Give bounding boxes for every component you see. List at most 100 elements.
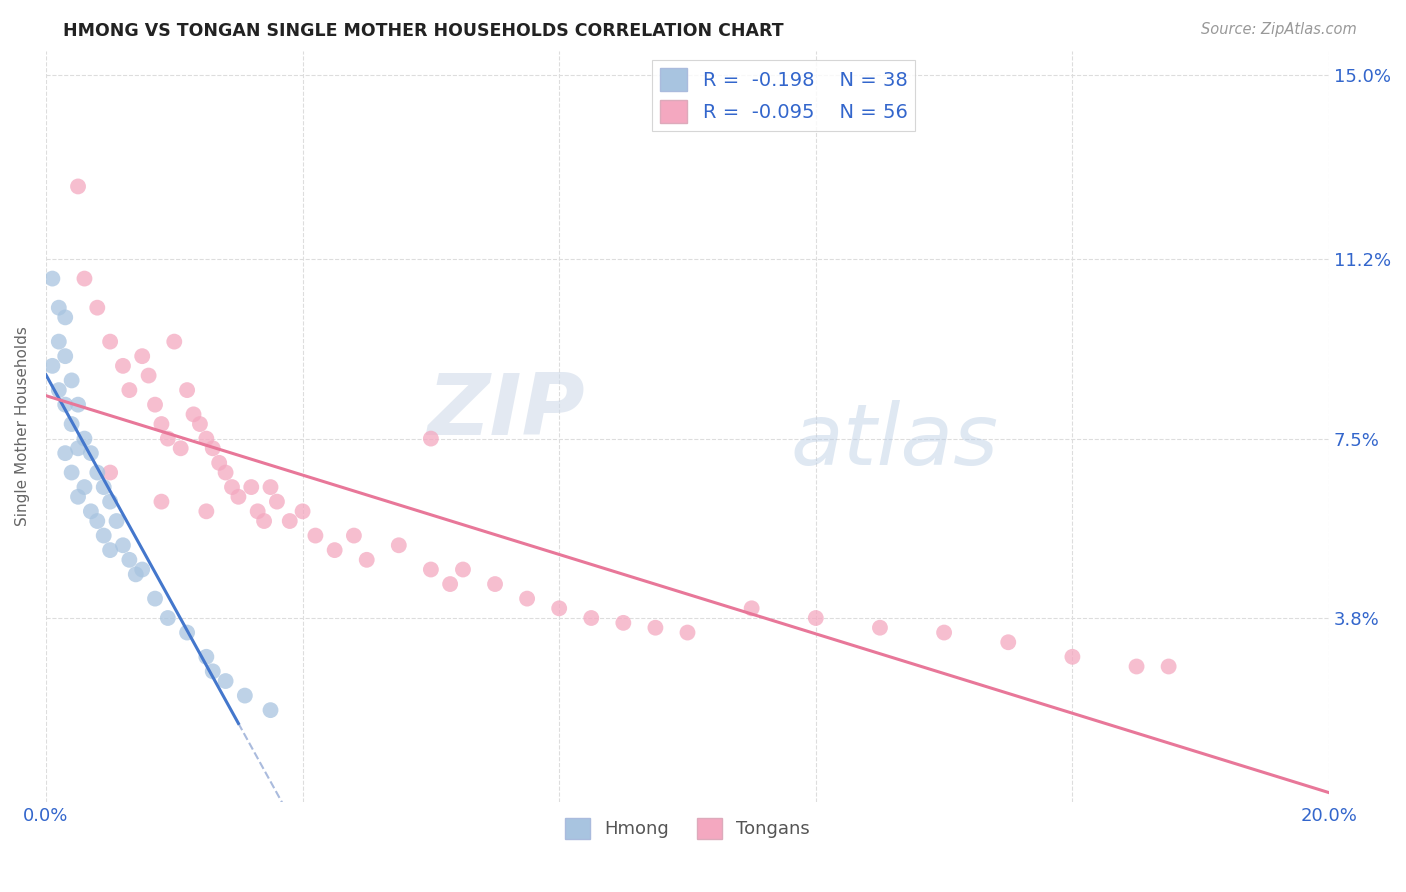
Point (80, 446, 103, 460)
Point (67, 442, 90, 456)
Point (98, 543, 121, 558)
Point (150, 494, 173, 508)
Point (214, 674, 236, 689)
Point (804, 611, 827, 625)
Point (388, 538, 411, 552)
Point (176, 625, 198, 640)
Point (869, 621, 891, 635)
Point (323, 543, 346, 558)
Point (53, 446, 76, 460)
Point (516, 591, 538, 606)
Point (156, 432, 179, 446)
Text: ZIP: ZIP (427, 370, 585, 453)
Point (111, 538, 134, 552)
Point (60, 417, 83, 431)
Point (188, 417, 211, 431)
Point (60, 466, 83, 480)
Point (73, 480, 96, 494)
Point (1157, 659, 1180, 673)
Point (644, 621, 666, 635)
Point (98, 334, 121, 349)
Point (278, 514, 301, 528)
Point (195, 649, 218, 664)
Point (291, 504, 314, 518)
Point (932, 625, 955, 640)
Legend: Hmong, Tongans: Hmong, Tongans (558, 811, 817, 846)
Point (183, 408, 205, 422)
Point (201, 665, 224, 679)
Point (343, 528, 366, 542)
Point (304, 528, 326, 542)
Point (98, 466, 121, 480)
Point (214, 466, 236, 480)
Point (233, 689, 256, 703)
Point (73, 271, 96, 285)
Point (105, 514, 128, 528)
Point (228, 490, 250, 504)
Point (111, 359, 134, 373)
Point (1125, 659, 1147, 673)
Point (612, 615, 634, 630)
Text: HMONG VS TONGAN SINGLE MOTHER HOUSEHOLDS CORRELATION CHART: HMONG VS TONGAN SINGLE MOTHER HOUSEHOLDS… (63, 22, 785, 40)
Point (201, 442, 224, 456)
Point (143, 591, 166, 606)
Point (548, 601, 571, 615)
Point (419, 562, 441, 576)
Point (67, 490, 90, 504)
Point (356, 553, 378, 567)
Point (266, 494, 288, 508)
Text: Source: ZipAtlas.com: Source: ZipAtlas.com (1201, 22, 1357, 37)
Point (195, 504, 218, 518)
Point (131, 349, 153, 363)
Point (125, 567, 148, 582)
Point (41, 271, 63, 285)
Point (581, 611, 603, 625)
Point (1062, 649, 1084, 664)
Point (138, 368, 160, 383)
Point (150, 417, 173, 431)
Point (118, 553, 141, 567)
Point (676, 625, 699, 640)
Point (143, 398, 166, 412)
Point (67, 179, 90, 194)
Point (86, 301, 108, 315)
Point (221, 480, 243, 494)
Point (163, 334, 186, 349)
Point (48, 383, 70, 397)
Point (419, 432, 441, 446)
Point (86, 466, 108, 480)
Point (176, 383, 198, 397)
Point (484, 577, 506, 591)
Point (741, 601, 763, 615)
Point (208, 456, 231, 470)
Point (60, 373, 83, 387)
Point (53, 310, 76, 325)
Point (451, 562, 474, 576)
Point (48, 334, 70, 349)
Point (93, 480, 115, 494)
Point (156, 611, 179, 625)
Point (259, 480, 281, 494)
Y-axis label: Single Mother Households: Single Mother Households (15, 326, 30, 526)
Text: atlas: atlas (790, 400, 998, 483)
Point (48, 301, 70, 315)
Point (439, 577, 461, 591)
Point (98, 494, 121, 508)
Point (53, 349, 76, 363)
Point (259, 703, 281, 717)
Point (240, 480, 263, 494)
Point (195, 432, 218, 446)
Point (41, 359, 63, 373)
Point (131, 562, 153, 576)
Point (253, 514, 276, 528)
Point (73, 432, 96, 446)
Point (118, 383, 141, 397)
Point (80, 504, 103, 518)
Point (246, 504, 269, 518)
Point (170, 442, 193, 456)
Point (997, 635, 1019, 649)
Point (67, 398, 90, 412)
Point (93, 528, 115, 542)
Point (86, 514, 108, 528)
Point (53, 398, 76, 412)
